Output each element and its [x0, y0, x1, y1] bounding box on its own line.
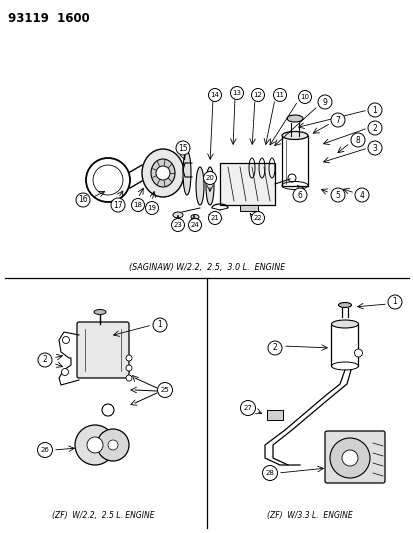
Circle shape — [354, 188, 368, 202]
Text: 10: 10 — [300, 94, 309, 100]
Text: 27: 27 — [243, 405, 252, 411]
Text: 1: 1 — [372, 106, 377, 115]
Text: 28: 28 — [265, 470, 274, 476]
Ellipse shape — [338, 303, 351, 308]
Text: 19: 19 — [147, 205, 156, 211]
Circle shape — [203, 172, 216, 184]
Text: (ZF)  W/2.2,  2.5 L. ENGINE: (ZF) W/2.2, 2.5 L. ENGINE — [52, 511, 154, 520]
Circle shape — [97, 429, 129, 461]
Circle shape — [354, 349, 362, 357]
Circle shape — [87, 437, 103, 453]
Circle shape — [262, 465, 277, 481]
Circle shape — [126, 365, 132, 371]
Circle shape — [367, 141, 381, 155]
Circle shape — [75, 425, 115, 465]
Ellipse shape — [331, 320, 358, 328]
Circle shape — [131, 198, 144, 212]
Text: 1: 1 — [157, 320, 162, 329]
Text: 26: 26 — [40, 447, 49, 453]
Circle shape — [267, 341, 281, 355]
Text: 1: 1 — [392, 297, 396, 306]
Circle shape — [62, 336, 69, 343]
Text: 14: 14 — [210, 92, 219, 98]
Ellipse shape — [195, 167, 204, 205]
Circle shape — [298, 91, 311, 103]
Circle shape — [329, 438, 369, 478]
Circle shape — [38, 442, 52, 457]
Circle shape — [111, 198, 125, 212]
Circle shape — [387, 295, 401, 309]
Circle shape — [145, 201, 158, 214]
Circle shape — [292, 188, 306, 202]
Text: 9: 9 — [322, 98, 327, 107]
Ellipse shape — [173, 212, 183, 218]
Circle shape — [330, 188, 344, 202]
Text: 25: 25 — [160, 387, 169, 393]
Text: 17: 17 — [113, 200, 123, 209]
Circle shape — [350, 133, 364, 147]
Circle shape — [153, 318, 166, 332]
Text: 18: 18 — [133, 202, 142, 208]
Text: 15: 15 — [178, 143, 188, 152]
Circle shape — [330, 113, 344, 127]
Circle shape — [108, 440, 118, 450]
Circle shape — [317, 95, 331, 109]
Text: 12: 12 — [253, 92, 262, 98]
Circle shape — [367, 103, 381, 117]
Circle shape — [208, 88, 221, 101]
Circle shape — [341, 450, 357, 466]
Circle shape — [126, 355, 132, 361]
Ellipse shape — [206, 167, 214, 205]
Circle shape — [240, 400, 255, 416]
Circle shape — [273, 88, 286, 101]
Ellipse shape — [281, 132, 307, 140]
Circle shape — [38, 353, 52, 367]
Ellipse shape — [286, 115, 302, 122]
Text: 4: 4 — [359, 190, 363, 199]
Text: 2: 2 — [272, 343, 277, 352]
FancyBboxPatch shape — [77, 322, 129, 378]
Text: 2: 2 — [43, 356, 47, 365]
Text: 8: 8 — [355, 135, 359, 144]
Text: 3: 3 — [372, 143, 377, 152]
Circle shape — [230, 86, 243, 100]
Text: 23: 23 — [173, 222, 182, 228]
Text: 13: 13 — [232, 90, 241, 96]
Circle shape — [208, 212, 221, 224]
Circle shape — [367, 121, 381, 135]
Text: 20: 20 — [205, 175, 214, 181]
Circle shape — [251, 88, 264, 101]
Circle shape — [62, 368, 68, 376]
Circle shape — [157, 383, 172, 398]
Ellipse shape — [151, 159, 175, 187]
Text: 24: 24 — [190, 222, 199, 228]
FancyBboxPatch shape — [219, 163, 274, 205]
Text: 16: 16 — [78, 196, 88, 205]
Circle shape — [188, 219, 201, 231]
Ellipse shape — [142, 149, 183, 197]
Circle shape — [76, 193, 90, 207]
Text: (SAGINAW) W/2.2,  2.5,  3.0 L.  ENGINE: (SAGINAW) W/2.2, 2.5, 3.0 L. ENGINE — [128, 263, 285, 272]
Ellipse shape — [183, 151, 190, 195]
Circle shape — [156, 166, 170, 180]
Text: 5: 5 — [335, 190, 339, 199]
Text: 7: 7 — [335, 116, 339, 125]
Text: 2: 2 — [372, 124, 377, 133]
FancyBboxPatch shape — [266, 410, 282, 420]
Text: 22: 22 — [253, 215, 262, 221]
Circle shape — [176, 141, 190, 155]
Text: (ZF)  W/3.3 L.  ENGINE: (ZF) W/3.3 L. ENGINE — [266, 511, 352, 520]
Ellipse shape — [94, 310, 106, 314]
Circle shape — [171, 219, 184, 231]
FancyBboxPatch shape — [240, 205, 257, 211]
Circle shape — [251, 212, 264, 224]
Text: 93119  1600: 93119 1600 — [8, 12, 90, 25]
FancyBboxPatch shape — [324, 431, 384, 483]
Circle shape — [126, 375, 132, 381]
Text: 6: 6 — [297, 190, 302, 199]
Ellipse shape — [190, 214, 199, 220]
Text: 21: 21 — [210, 215, 219, 221]
Text: 11: 11 — [275, 92, 284, 98]
